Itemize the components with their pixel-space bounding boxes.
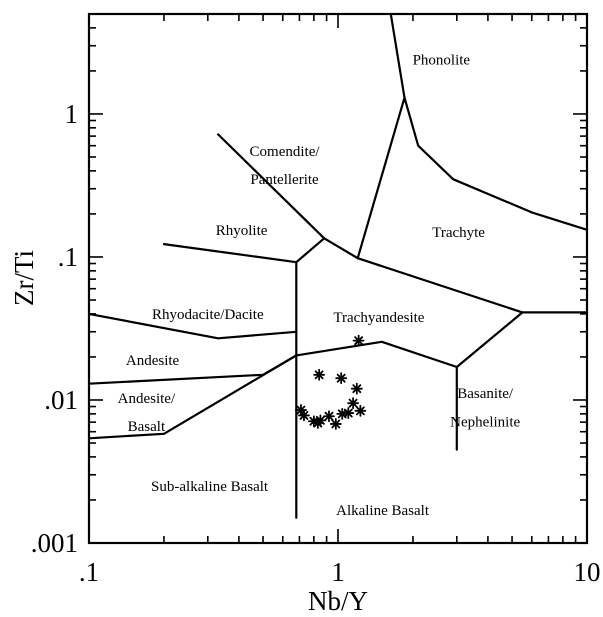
y-tick-label: .1 bbox=[58, 242, 78, 272]
field-boundary bbox=[87, 311, 524, 385]
data-point bbox=[314, 414, 327, 427]
x-tick-label: 1 bbox=[331, 557, 345, 587]
field-label: Trachyte bbox=[432, 225, 485, 241]
data-point bbox=[347, 397, 360, 410]
field-label: Comendite/ bbox=[250, 144, 321, 160]
field-label: Phonolite bbox=[413, 53, 471, 69]
data-point bbox=[335, 372, 348, 385]
data-point bbox=[350, 382, 363, 395]
field-labels: Phonolite Comendite/Pantellerite Trachyte R… bbox=[118, 53, 521, 519]
x-axis-title: Nb/Y bbox=[308, 586, 368, 616]
field-label: Rhyodacite/Dacite bbox=[152, 307, 264, 323]
field-label: Andesite/ bbox=[118, 391, 176, 407]
field-boundary bbox=[356, 257, 589, 314]
field-boundary bbox=[389, 12, 589, 231]
field-boundary bbox=[356, 96, 406, 260]
field-label: Nephelinite bbox=[450, 414, 520, 430]
y-tick-label: .01 bbox=[44, 385, 78, 415]
field-label: Andesite bbox=[126, 353, 180, 369]
y-axis-title: Zr/Ti bbox=[9, 250, 39, 306]
x-tick-label: .1 bbox=[79, 557, 99, 587]
field-label: Basalt bbox=[128, 419, 166, 435]
field-boundary bbox=[162, 243, 298, 264]
y-tick-label: 1 bbox=[65, 99, 79, 129]
data-point bbox=[342, 407, 355, 419]
field-boundary bbox=[87, 354, 298, 440]
data-point bbox=[354, 404, 367, 417]
data-point bbox=[323, 410, 335, 423]
field-label: Pantellerite bbox=[250, 172, 319, 188]
data-point bbox=[329, 418, 342, 430]
plot-frame bbox=[87, 12, 589, 545]
field-boundary bbox=[295, 237, 359, 264]
x-tick-label: 10 bbox=[574, 557, 601, 587]
field-boundaries bbox=[87, 12, 589, 519]
data-point bbox=[298, 409, 310, 422]
field-label: Trachyandesite bbox=[333, 310, 424, 326]
field-boundary bbox=[87, 312, 298, 340]
minor-ticks bbox=[88, 13, 587, 544]
field-boundary bbox=[217, 133, 326, 240]
field-label: Sub-alkaline Basalt bbox=[151, 479, 269, 495]
data-point bbox=[352, 334, 365, 347]
data-points bbox=[295, 334, 367, 430]
field-label: Alkaline Basalt bbox=[336, 503, 430, 519]
y-tick-label: .001 bbox=[31, 528, 78, 558]
y-tick-labels: .001 .01 .1 1 bbox=[31, 99, 78, 558]
field-label: Basanite/ bbox=[457, 386, 514, 402]
data-point bbox=[313, 368, 326, 381]
field-label: Rhyolite bbox=[216, 223, 268, 239]
x-tick-labels: .1 1 10 bbox=[79, 557, 601, 587]
